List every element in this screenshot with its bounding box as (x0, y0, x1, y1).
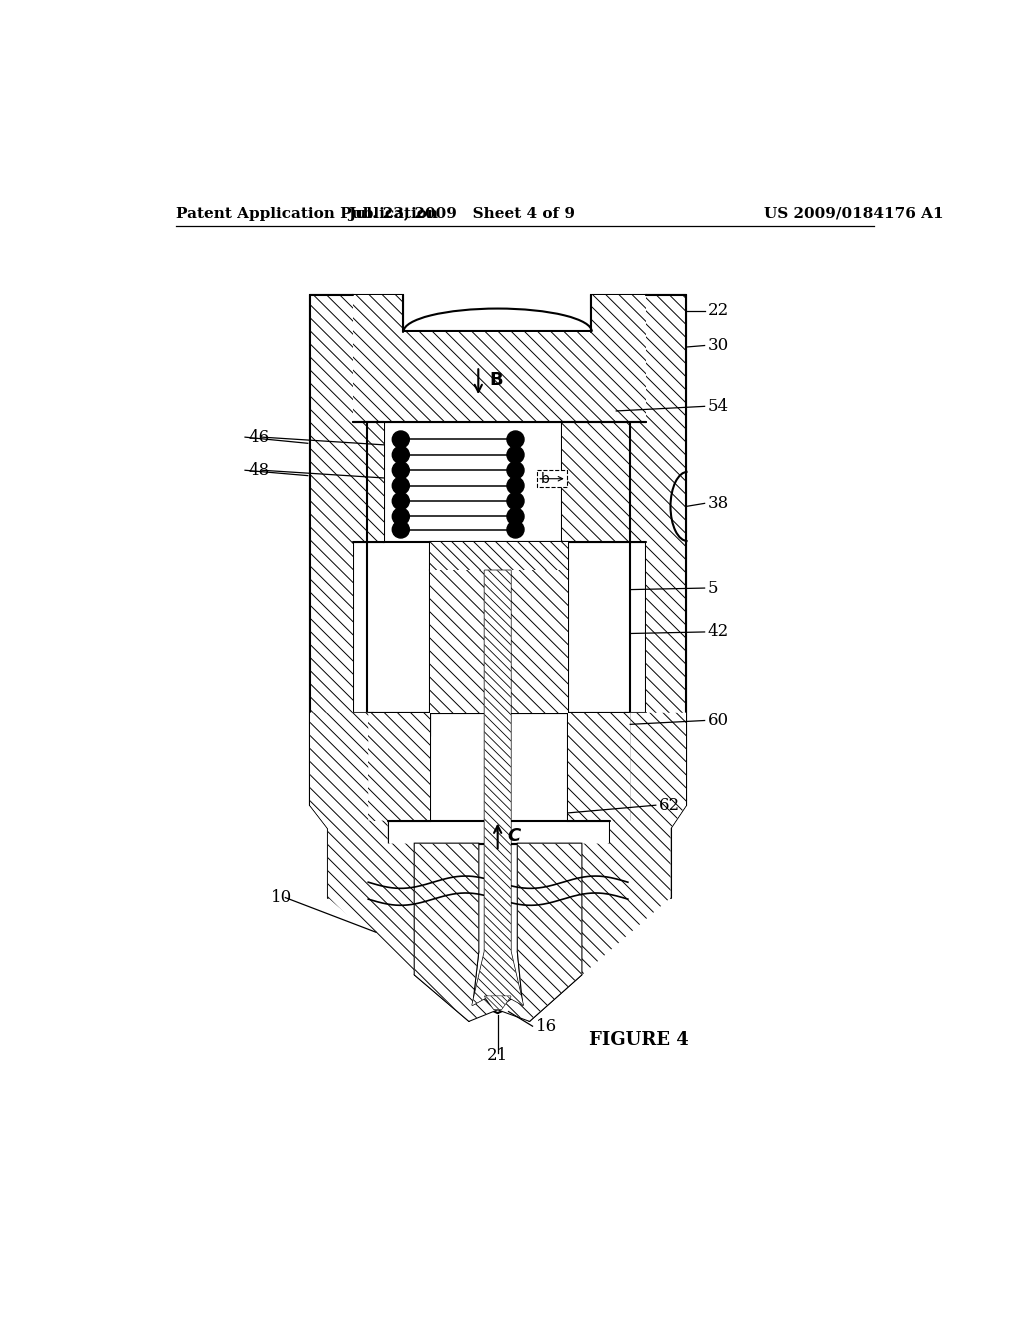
Polygon shape (430, 570, 568, 713)
Polygon shape (498, 843, 582, 1020)
Polygon shape (562, 296, 686, 805)
Text: 62: 62 (658, 797, 680, 813)
Circle shape (507, 521, 524, 539)
Text: FIGURE 4: FIGURE 4 (589, 1031, 689, 1049)
Polygon shape (472, 570, 523, 1007)
Polygon shape (484, 997, 511, 1010)
Text: US 2009/0184176 A1: US 2009/0184176 A1 (764, 207, 943, 220)
Polygon shape (310, 713, 469, 1020)
Polygon shape (430, 543, 568, 570)
Polygon shape (498, 843, 582, 1020)
Polygon shape (562, 296, 686, 805)
Polygon shape (369, 713, 430, 821)
Polygon shape (484, 997, 511, 1010)
Polygon shape (472, 570, 523, 1007)
Text: 22: 22 (708, 302, 729, 319)
Polygon shape (310, 296, 384, 805)
Text: 16: 16 (536, 1018, 557, 1035)
Circle shape (392, 508, 410, 525)
Text: 5: 5 (708, 579, 718, 597)
Text: C: C (508, 828, 521, 845)
Circle shape (392, 492, 410, 510)
Polygon shape (568, 713, 630, 821)
Text: 10: 10 (271, 890, 293, 906)
Polygon shape (352, 296, 646, 422)
Polygon shape (310, 713, 469, 1020)
Polygon shape (529, 713, 686, 1020)
Text: B: B (489, 371, 503, 389)
Circle shape (507, 508, 524, 525)
Polygon shape (310, 296, 384, 805)
Polygon shape (430, 543, 568, 570)
Text: 30: 30 (708, 337, 729, 354)
Polygon shape (310, 296, 384, 805)
Polygon shape (568, 713, 630, 821)
Polygon shape (352, 296, 646, 422)
Polygon shape (369, 713, 630, 1020)
Polygon shape (369, 713, 430, 821)
Text: 21: 21 (487, 1047, 508, 1064)
Polygon shape (498, 843, 582, 1020)
FancyBboxPatch shape (538, 470, 566, 487)
Polygon shape (529, 713, 686, 1020)
Text: Patent Application Publication: Patent Application Publication (176, 207, 438, 220)
Circle shape (507, 492, 524, 510)
Circle shape (507, 462, 524, 479)
Polygon shape (430, 570, 568, 713)
Polygon shape (430, 543, 568, 570)
Polygon shape (367, 713, 430, 737)
Polygon shape (529, 713, 686, 1020)
Polygon shape (310, 713, 469, 1020)
Text: 48: 48 (248, 462, 269, 479)
Text: 46: 46 (248, 429, 269, 446)
Circle shape (507, 478, 524, 494)
Polygon shape (415, 843, 498, 1020)
Text: b: b (541, 471, 550, 486)
Circle shape (392, 521, 410, 539)
Polygon shape (415, 843, 498, 1020)
Circle shape (507, 446, 524, 463)
Polygon shape (562, 296, 686, 805)
Polygon shape (369, 713, 430, 821)
Polygon shape (472, 570, 523, 1007)
Circle shape (392, 430, 410, 447)
Text: 60: 60 (708, 711, 729, 729)
Circle shape (392, 446, 410, 463)
Text: 38: 38 (708, 495, 729, 512)
Polygon shape (484, 997, 511, 1010)
Bar (384, 422, 562, 541)
Circle shape (392, 462, 410, 479)
Circle shape (392, 478, 410, 494)
Polygon shape (568, 713, 630, 821)
Polygon shape (415, 843, 498, 1020)
Text: Jul. 23, 2009   Sheet 4 of 9: Jul. 23, 2009 Sheet 4 of 9 (348, 207, 574, 220)
Polygon shape (430, 570, 568, 713)
Text: 42: 42 (708, 623, 729, 640)
Text: 54: 54 (708, 397, 729, 414)
Polygon shape (352, 296, 646, 422)
Circle shape (507, 430, 524, 447)
